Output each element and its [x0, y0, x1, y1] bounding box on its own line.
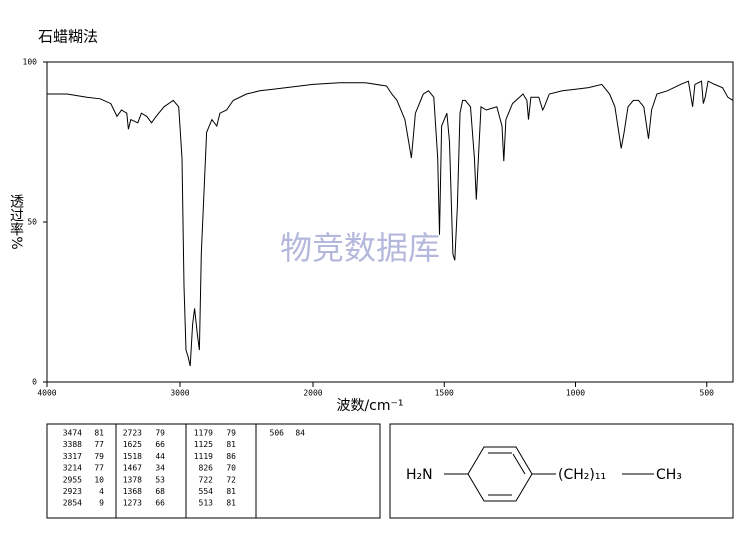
peak-table-frame [46, 423, 381, 519]
peak-transmittance: 70 [226, 464, 236, 473]
peak-wavenumber: 513 [199, 499, 214, 508]
methyl-group: CH₃ [656, 467, 682, 483]
peak-transmittance: 44 [155, 452, 165, 461]
y-axis-label: 透过率% [8, 194, 24, 249]
peak-transmittance: 81 [226, 440, 236, 449]
peak-wavenumber: 1625 [123, 440, 142, 449]
peak-transmittance: 86 [226, 452, 236, 461]
peak-wavenumber: 3214 [63, 464, 82, 473]
structure-frame [389, 423, 734, 519]
benzene-ring [444, 446, 654, 502]
x-tick-label: 3000 [170, 389, 189, 398]
peak-transmittance: 9 [99, 499, 104, 508]
peak-wavenumber: 554 [199, 487, 214, 496]
peak-wavenumber: 3388 [63, 440, 82, 449]
peak-transmittance: 10 [94, 475, 104, 484]
spectrum-line [47, 80, 734, 367]
peak-wavenumber: 2723 [123, 429, 142, 438]
peak-transmittance: 77 [94, 440, 104, 449]
peak-transmittance: 53 [155, 475, 165, 484]
peak-wavenumber: 826 [199, 464, 214, 473]
plot-frame [46, 61, 734, 383]
peak-wavenumber: 1125 [194, 440, 213, 449]
peak-transmittance: 66 [155, 440, 165, 449]
peak-transmittance: 81 [226, 487, 236, 496]
x-tick-label: 1500 [435, 389, 454, 398]
peak-wavenumber: 3317 [63, 452, 82, 461]
amine-group: H₂N [406, 467, 433, 483]
peak-transmittance: 68 [155, 487, 165, 496]
peak-wavenumber: 2955 [63, 475, 82, 484]
peak-transmittance: 81 [94, 429, 104, 438]
peak-transmittance: 77 [94, 464, 104, 473]
x-tick-label: 4000 [37, 389, 56, 398]
x-axis-label: 波数/cm⁻¹ [336, 398, 403, 414]
peak-wavenumber: 3474 [63, 429, 82, 438]
chart-title: 石蜡糊法 [38, 28, 98, 46]
alkyl-chain: (CH₂)₁₁ [558, 467, 606, 483]
x-tick-label: 500 [700, 389, 715, 398]
peak-transmittance: 34 [155, 464, 165, 473]
peak-transmittance: 84 [295, 429, 305, 438]
peak-transmittance: 4 [99, 487, 104, 496]
peak-transmittance: 66 [155, 499, 165, 508]
x-tick-label: 2000 [303, 389, 322, 398]
y-tick-label: 50 [27, 218, 37, 227]
peak-wavenumber: 506 [270, 429, 285, 438]
peak-transmittance: 79 [226, 429, 236, 438]
peak-wavenumber: 1119 [194, 452, 213, 461]
peak-wavenumber: 2923 [63, 487, 82, 496]
peak-wavenumber: 1467 [123, 464, 142, 473]
x-tick-label: 1000 [566, 389, 585, 398]
peak-transmittance: 72 [226, 475, 236, 484]
watermark: 物竞数据库 [280, 229, 440, 267]
peak-wavenumber: 1179 [194, 429, 213, 438]
peak-wavenumber: 1273 [123, 499, 142, 508]
peak-transmittance: 81 [226, 499, 236, 508]
peak-wavenumber: 1518 [123, 452, 142, 461]
peak-wavenumber: 1378 [123, 475, 142, 484]
peak-wavenumber: 2854 [63, 499, 82, 508]
peak-transmittance: 79 [155, 429, 165, 438]
peak-wavenumber: 1368 [123, 487, 142, 496]
peak-wavenumber: 722 [199, 475, 214, 484]
peak-transmittance: 79 [94, 452, 104, 461]
y-tick-label: 100 [23, 58, 38, 67]
y-tick-label: 0 [32, 378, 37, 387]
